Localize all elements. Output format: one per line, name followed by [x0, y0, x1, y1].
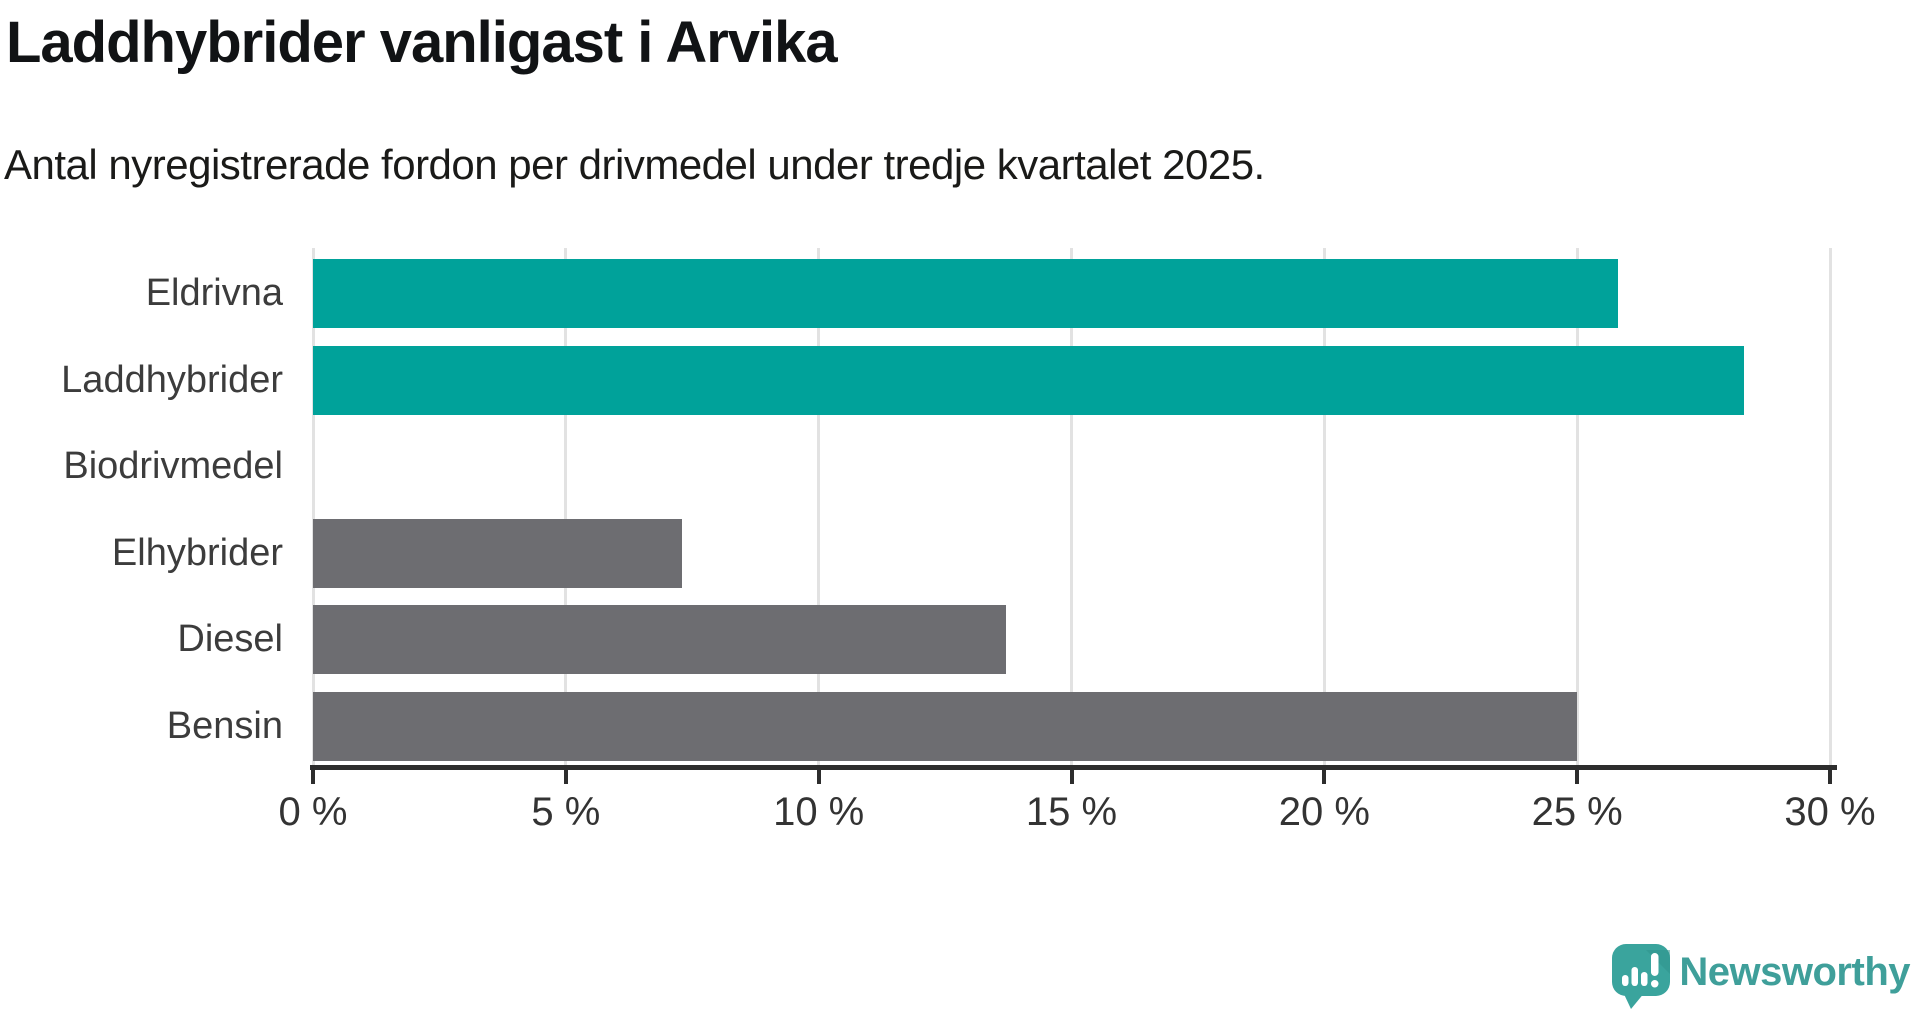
x-tick-label: 25 % — [1531, 790, 1623, 834]
bar-eldrivna — [313, 259, 1618, 328]
x-tick-label: 15 % — [1025, 790, 1118, 834]
x-tick-label: 20 % — [1278, 790, 1370, 834]
gridline — [311, 248, 315, 765]
bar-diesel — [313, 605, 1006, 675]
chart-title: Laddhybrider vanligast i Arvika — [6, 10, 838, 75]
x-axis-tick — [816, 765, 821, 784]
x-tick-label: 30 % — [1784, 790, 1876, 834]
gridline — [817, 248, 821, 765]
category-label: Bensin — [166, 705, 283, 747]
brand-footer: Newsworthy — [1612, 944, 1910, 1010]
x-tick-label: 10 % — [773, 790, 865, 834]
bar-laddhybrider — [313, 345, 1745, 415]
bar-elhybrider — [313, 518, 683, 588]
x-tick-label: 5 % — [531, 790, 601, 834]
x-axis-tick — [563, 765, 568, 784]
bar-bensin — [313, 692, 1578, 761]
gridline — [1575, 248, 1579, 765]
chart-subtitle: Antal nyregistrerade fordon per drivmede… — [4, 141, 1265, 188]
x-axis-tick — [1322, 765, 1327, 784]
brand-name: Newsworthy — [1679, 950, 1910, 994]
gridline — [564, 248, 568, 765]
category-label: Eldrivna — [145, 272, 283, 314]
x-axis-line — [310, 765, 1837, 770]
newsworthy-logo-icon — [1612, 944, 1671, 1009]
gridline — [1828, 248, 1832, 765]
gridline — [1322, 248, 1326, 765]
x-axis-tick — [311, 765, 315, 784]
category-label: Diesel — [177, 618, 283, 661]
x-axis-tick — [1828, 765, 1832, 784]
category-label: Laddhybrider — [61, 358, 283, 401]
plot-area — [311, 248, 1832, 765]
x-axis-tick — [1575, 765, 1580, 784]
x-tick-label: 0 % — [278, 790, 348, 834]
logo-chart-bars — [1622, 953, 1659, 988]
category-label: Biodrivmedel — [63, 445, 283, 488]
gridline — [1070, 248, 1073, 765]
x-axis-tick — [1069, 765, 1074, 784]
category-label: Elhybrider — [111, 531, 283, 574]
